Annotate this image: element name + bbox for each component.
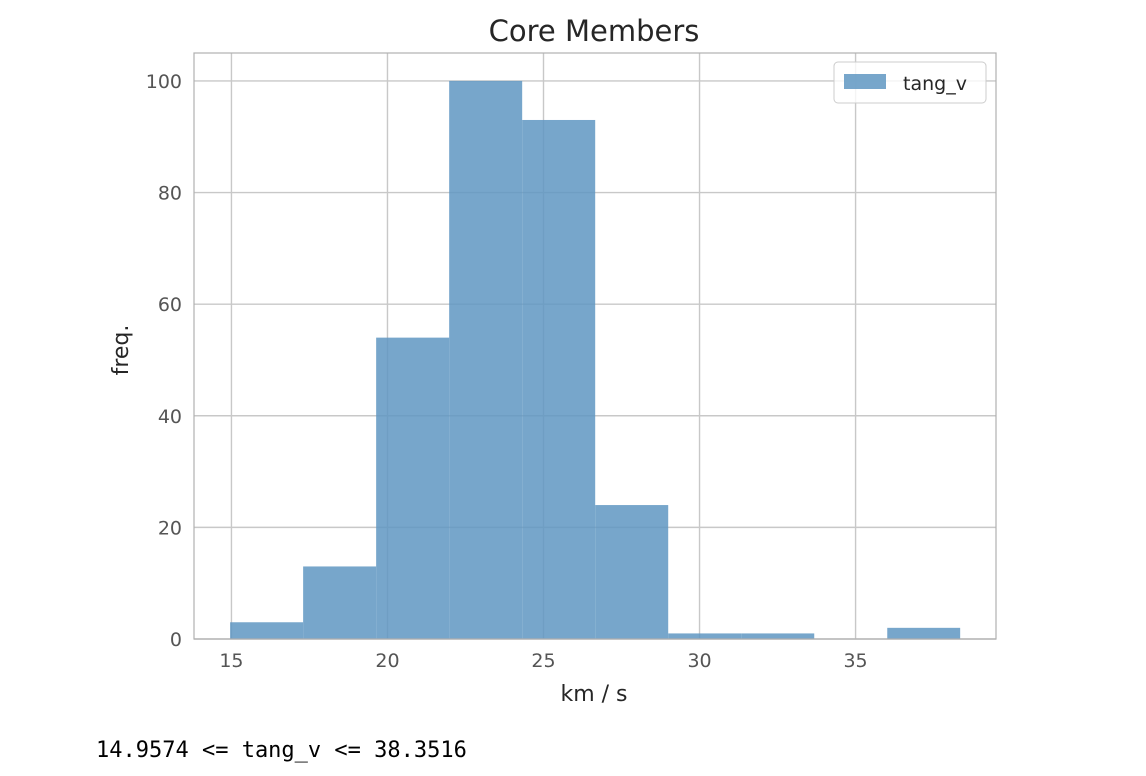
histogram-chart: Core Members 15 20 25 30 35 0 20 40 60 80 100 km … [109, 14, 997, 707]
chart-title: Core Members [489, 14, 700, 48]
legend-label: tang_v [903, 73, 967, 95]
histogram-bar [376, 337, 450, 639]
y-tick-label: 40 [158, 406, 182, 428]
histogram-bar [741, 633, 815, 639]
y-tick-label: 0 [170, 629, 182, 651]
y-tick-label: 100 [146, 71, 182, 93]
histogram-bar [230, 622, 304, 639]
x-tick-labels: 15 20 25 30 35 [219, 650, 867, 672]
y-tick-label: 60 [158, 294, 182, 316]
histogram-bar [887, 627, 961, 639]
x-tick-label: 25 [531, 650, 555, 672]
histogram-bar [303, 566, 377, 639]
histogram-bar [522, 119, 596, 639]
y-tick-label: 80 [158, 183, 182, 205]
histogram-bars [230, 80, 961, 639]
y-tick-label: 20 [158, 517, 182, 539]
plot-frame [193, 52, 997, 640]
histogram-bar [668, 633, 742, 639]
x-axis-label: km / s [560, 682, 627, 707]
y-axis-label: freq. [109, 325, 134, 376]
histogram-bar [449, 80, 523, 639]
y-tick-labels: 0 20 40 60 80 100 [146, 71, 182, 651]
x-tick-label: 35 [843, 650, 867, 672]
x-tick-label: 30 [687, 650, 711, 672]
range-output-text: 14.9574 <= tang_v <= 38.3516 [96, 738, 467, 763]
legend-frame [833, 61, 987, 104]
legend: tang_v [833, 61, 987, 104]
x-tick-label: 15 [219, 650, 243, 672]
histogram-bar [595, 505, 669, 639]
legend-swatch [844, 74, 886, 89]
x-tick-label: 20 [375, 650, 399, 672]
